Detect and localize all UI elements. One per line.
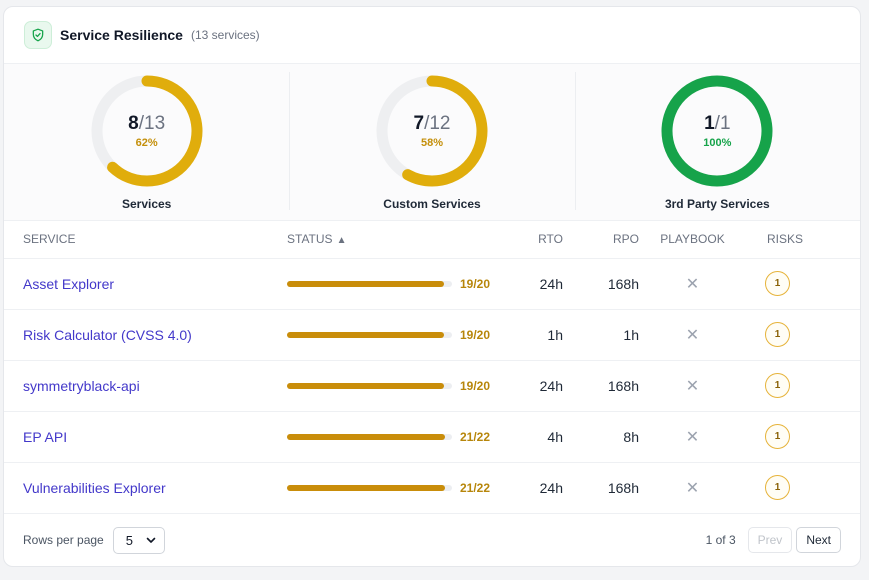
status-bar (287, 433, 452, 440)
prev-page-button[interactable]: Prev (747, 527, 793, 553)
sort-ascending-icon: ▲ (336, 235, 347, 247)
status-bar (287, 331, 452, 338)
status-score: 21/22 (460, 429, 491, 444)
status-score: 19/20 (460, 276, 491, 291)
rto-value: 24h (512, 360, 563, 412)
close-icon: ✕ (685, 326, 700, 344)
stat-services: 8/13 62% Services (4, 64, 289, 220)
stats-row: 8/13 62% Services 7/12 58% Custom Servic… (4, 64, 860, 221)
close-icon: ✕ (685, 275, 700, 293)
rto-value: 24h (512, 258, 563, 310)
column-header-risks-label: RISKS (767, 232, 804, 247)
shield-check-icon (24, 21, 52, 49)
column-header-rpo[interactable]: RPO (563, 221, 639, 259)
stat-total: /1 (714, 113, 731, 134)
table-row[interactable]: Asset Explorer 19/20 24h 168h ✕ 1 (4, 258, 860, 310)
rto-value: 24h (512, 462, 563, 514)
donut-progress-arc (661, 75, 773, 187)
card-header: Service Resilience (13 services) (4, 7, 860, 64)
close-icon: ✕ (685, 377, 700, 395)
rto-value: 1h (512, 309, 563, 361)
rto-value: 4h (512, 411, 563, 463)
stat-value: 8 (128, 113, 139, 134)
stat-label: Custom Services (383, 197, 481, 211)
risk-count-badge[interactable]: 1 (765, 373, 790, 398)
stat-custom-services: 7/12 58% Custom Services (289, 64, 574, 220)
status-score: 19/20 (460, 327, 491, 342)
rpo-value: 168h (563, 462, 639, 514)
table-row[interactable]: EP API 21/22 4h 8h ✕ 1 (4, 411, 860, 463)
services-table: SERVICE STATUS ▲ RTO RPO PLAYBOOK RISKS A… (4, 221, 860, 514)
service-link[interactable]: Vulnerabilities Explorer (23, 479, 166, 496)
service-link[interactable]: Risk Calculator (CVSS 4.0) (23, 326, 192, 343)
status-bar (287, 382, 452, 389)
rows-per-page-label: Rows per page (23, 533, 104, 547)
status-bar-fill (287, 280, 444, 287)
status-bar (287, 484, 452, 491)
rpo-value: 1h (563, 309, 639, 361)
stat-percent: 62% (135, 137, 158, 149)
rpo-value: 168h (563, 258, 639, 310)
status-score: 21/22 (460, 480, 491, 495)
table-header-row: SERVICE STATUS ▲ RTO RPO PLAYBOOK RISKS (4, 221, 860, 259)
donut-chart: 1/1 100% (661, 75, 773, 187)
service-count: (13 services) (190, 28, 260, 42)
risk-count-badge[interactable]: 1 (765, 475, 790, 500)
donut-chart: 8/13 62% (91, 75, 203, 187)
close-icon: ✕ (685, 479, 700, 497)
table-row[interactable]: symmetryblack-api 19/20 24h 168h ✕ 1 (4, 360, 860, 412)
stat-label: 3rd Party Services (664, 197, 770, 211)
stat-percent: 100% (703, 137, 732, 149)
stat-third-party-services: 1/1 100% 3rd Party Services (574, 64, 860, 220)
status-bar-fill (287, 433, 445, 440)
status-indicator: 21/22 (287, 430, 512, 444)
risk-count-badge[interactable]: 1 (765, 424, 790, 449)
risk-count-badge[interactable]: 1 (765, 271, 790, 296)
service-link[interactable]: EP API (23, 428, 68, 445)
rpo-value: 8h (563, 411, 639, 463)
stat-percent: 58% (420, 137, 443, 149)
donut-progress-arc (91, 75, 203, 187)
status-bar-fill (287, 484, 445, 491)
status-indicator: 19/20 (287, 277, 512, 291)
rows-per-page-value: 5 (125, 532, 133, 548)
chevron-down-icon (146, 533, 156, 548)
rpo-value: 168h (563, 360, 639, 412)
column-header-risks[interactable]: RISKS (746, 221, 860, 259)
status-bar-fill (287, 382, 444, 389)
status-indicator: 21/22 (287, 481, 512, 495)
stat-value: 7 (413, 113, 425, 134)
status-bar-fill (287, 331, 444, 338)
risk-count-badge[interactable]: 1 (765, 322, 790, 347)
donut-chart: 7/12 58% (376, 75, 488, 187)
service-resilience-card: Service Resilience (13 services) 8/13 62… (3, 6, 861, 567)
status-indicator: 19/20 (287, 328, 512, 342)
stat-value: 1 (704, 113, 715, 134)
donut-progress-arc (376, 75, 488, 187)
next-page-button[interactable]: Next (796, 527, 841, 553)
column-header-playbook[interactable]: PLAYBOOK (639, 221, 746, 259)
close-icon: ✕ (685, 428, 700, 446)
page-indicator: 1 of 3 (705, 533, 736, 547)
column-header-service[interactable]: SERVICE (4, 221, 287, 259)
status-score: 19/20 (460, 378, 491, 393)
stat-label: Services (121, 197, 172, 211)
stat-total: /13 (138, 113, 166, 134)
card-title: Service Resilience (60, 27, 183, 43)
table-row[interactable]: Risk Calculator (CVSS 4.0) 19/20 1h 1h ✕… (4, 309, 860, 361)
column-header-rto[interactable]: RTO (512, 221, 563, 259)
pagination-footer: Rows per page 5 1 of 3 Prev Next (4, 514, 860, 567)
table-row[interactable]: Vulnerabilities Explorer 21/22 24h 168h … (4, 462, 860, 514)
service-link[interactable]: Asset Explorer (23, 275, 115, 292)
status-indicator: 19/20 (287, 379, 512, 393)
column-header-status[interactable]: STATUS ▲ (287, 221, 512, 259)
service-link[interactable]: symmetryblack-api (23, 377, 140, 394)
status-bar (287, 280, 452, 287)
column-header-status-label: STATUS (287, 232, 333, 247)
rows-per-page-select[interactable]: 5 (112, 526, 165, 554)
stat-total: /12 (424, 113, 451, 134)
